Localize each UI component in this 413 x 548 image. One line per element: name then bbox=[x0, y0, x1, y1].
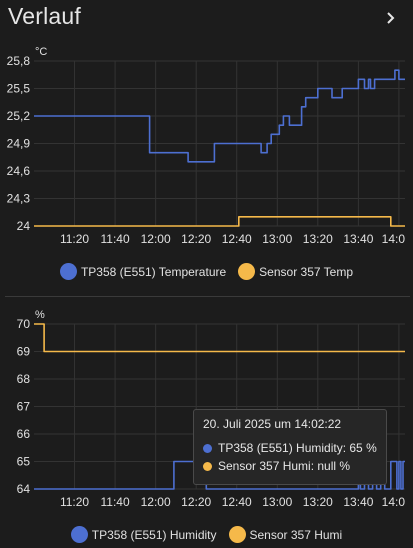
y-tick-label: 25,5 bbox=[7, 82, 31, 96]
x-tick-label: 12:20 bbox=[181, 232, 211, 246]
x-tick-label: 12:40 bbox=[222, 495, 252, 509]
legend-dot-blue-icon bbox=[59, 263, 77, 280]
y-tick-label: 68 bbox=[17, 372, 31, 386]
temperature-chart-plot[interactable]: °C 25,8 25,5 25,2 24,9 24,6 24,3 24 11:20 11:40 12… bbox=[0, 40, 413, 262]
x-tick-label: 11:40 bbox=[101, 495, 130, 509]
legend-label: Sensor 357 Humi bbox=[249, 527, 343, 542]
legend-item-tp358-humidity[interactable]: TP358 (E551) Humidity bbox=[70, 526, 217, 543]
divider bbox=[5, 296, 410, 297]
y-tick-label: 70 bbox=[17, 317, 31, 331]
chart-tooltip: 20. Juli 2025 um 14:02:22 TP358 (E551) H… bbox=[193, 409, 387, 485]
y-tick-label: 24,6 bbox=[7, 164, 31, 178]
legend-item-sensor357-humi[interactable]: Sensor 357 Humi bbox=[228, 526, 343, 543]
y-tick-label: 69 bbox=[17, 345, 31, 359]
tooltip-title: 20. Juli 2025 um 14:02:22 bbox=[203, 417, 342, 431]
card-header: Verlauf bbox=[0, 0, 413, 40]
y-tick-label: 64 bbox=[17, 482, 31, 496]
y-unit-label: °C bbox=[35, 46, 47, 58]
x-tick-label: 14:0 bbox=[382, 232, 406, 246]
legend-label: TP358 (E551) Temperature bbox=[80, 264, 227, 279]
y-tick-label: 67 bbox=[17, 400, 31, 414]
series-line-tp358 bbox=[34, 69, 405, 163]
legend-label: Sensor 357 Temp bbox=[259, 264, 354, 279]
y-unit-label: % bbox=[35, 309, 45, 321]
x-tick-label: 12:20 bbox=[181, 495, 211, 509]
x-tick-label: 12:00 bbox=[141, 495, 171, 509]
tooltip-dot-yellow-icon bbox=[203, 461, 212, 471]
tooltip-row-text: TP358 (E551) Humidity: 65 % bbox=[218, 441, 377, 455]
x-tick-label: 14:0 bbox=[382, 495, 406, 509]
legend-dot-yellow-icon bbox=[238, 263, 256, 280]
chevron-right-icon[interactable] bbox=[383, 10, 399, 26]
y-tick-label: 25,8 bbox=[7, 54, 31, 68]
legend-dot-yellow-icon bbox=[228, 526, 246, 543]
tooltip-row-text: Sensor 357 Humi: null % bbox=[218, 459, 351, 473]
temperature-chart[interactable]: °C 25,8 25,5 25,2 24,9 24,6 24,3 24 11:20 11:40 12… bbox=[0, 40, 413, 295]
y-tick-label: 25,2 bbox=[7, 109, 31, 123]
y-tick-label: 66 bbox=[17, 427, 31, 441]
legend-dot-blue-icon bbox=[70, 526, 88, 543]
humidity-legend: TP358 (E551) Humidity Sensor 357 Humi bbox=[0, 526, 413, 543]
x-tick-label: 13:40 bbox=[343, 495, 373, 509]
legend-item-sensor357-temp[interactable]: Sensor 357 Temp bbox=[238, 263, 353, 280]
series-line-sensor357 bbox=[34, 216, 405, 227]
series-line-sensor357 bbox=[34, 323, 405, 353]
x-tick-label: 11:20 bbox=[60, 495, 89, 509]
x-tick-label: 11:40 bbox=[101, 232, 130, 246]
card-title: Verlauf bbox=[8, 3, 82, 29]
x-tick-label: 12:40 bbox=[222, 232, 252, 246]
tooltip-row-humidity: TP358 (E551) Humidity: 65 % bbox=[203, 441, 377, 455]
tooltip-dot-blue-icon bbox=[203, 443, 212, 453]
tooltip-row-sensor-humi: Sensor 357 Humi: null % bbox=[203, 459, 350, 473]
legend-label: TP358 (E551) Humidity bbox=[91, 527, 217, 542]
x-tick-label: 11:20 bbox=[60, 232, 89, 246]
y-tick-label: 24,3 bbox=[7, 192, 31, 206]
x-tick-label: 13:20 bbox=[303, 232, 333, 246]
y-tick-label: 24,9 bbox=[7, 137, 31, 151]
x-tick-label: 13:00 bbox=[262, 495, 292, 509]
x-tick-label: 13:00 bbox=[262, 232, 292, 246]
legend-item-tp358-temperature[interactable]: TP358 (E551) Temperature bbox=[59, 263, 227, 280]
x-tick-label: 13:20 bbox=[303, 495, 333, 509]
x-tick-label: 13:40 bbox=[343, 232, 373, 246]
y-tick-label: 65 bbox=[17, 455, 31, 469]
temperature-legend: TP358 (E551) Temperature Sensor 357 Temp bbox=[0, 263, 413, 280]
y-tick-label: 24 bbox=[17, 219, 31, 233]
x-tick-label: 12:00 bbox=[141, 232, 171, 246]
